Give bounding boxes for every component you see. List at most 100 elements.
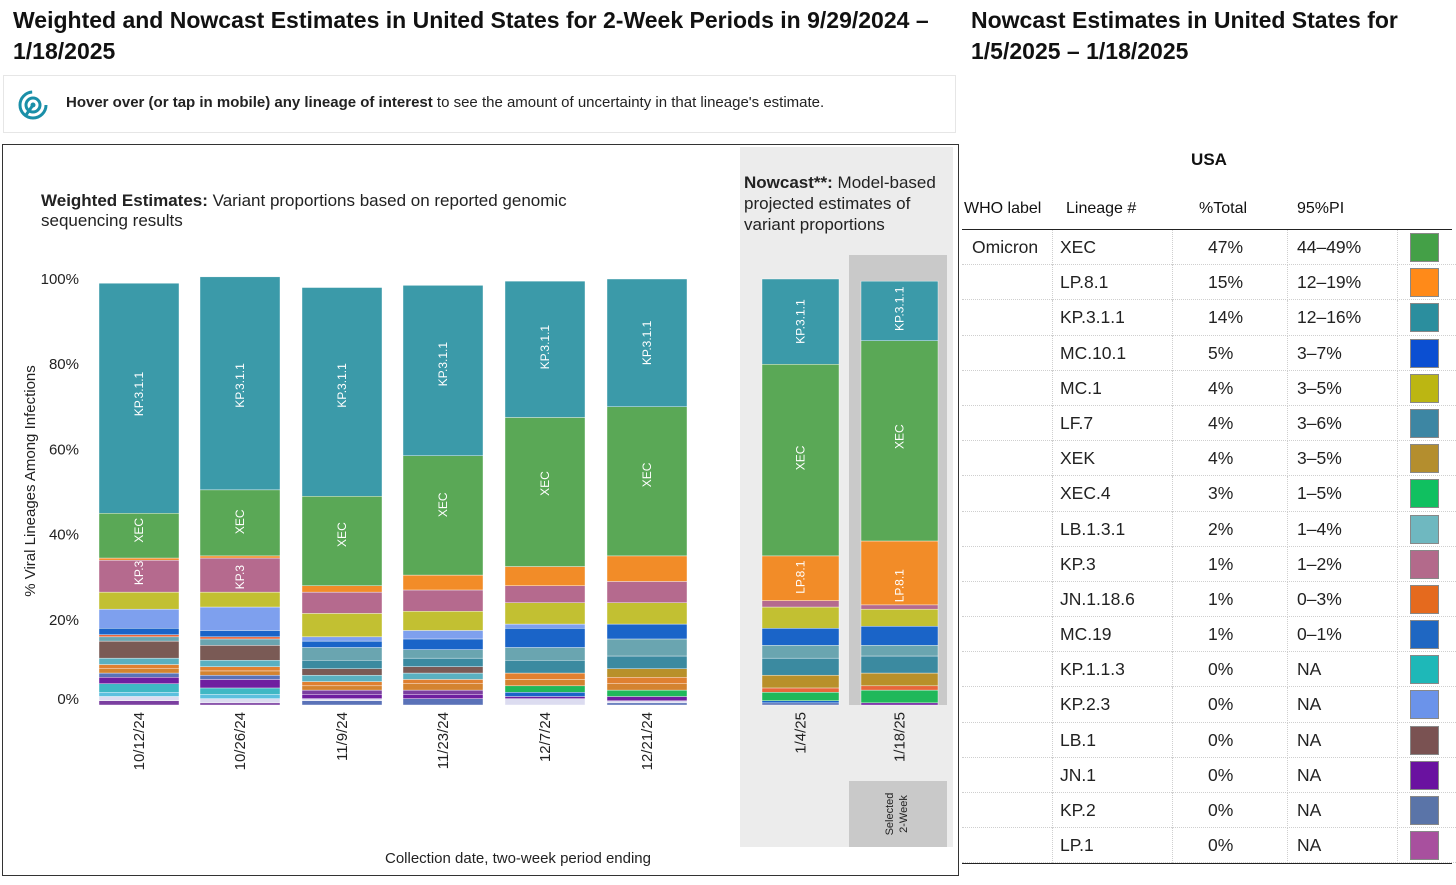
bar-segment[interactable]	[504, 280, 586, 418]
bar-segment[interactable]	[606, 683, 688, 691]
bar-segment[interactable]	[606, 623, 688, 640]
bar-segment[interactable]	[199, 489, 281, 557]
bar-1/4/25[interactable]: LP.8.1 XEC KP.3.1.1	[761, 278, 840, 706]
bar-segment[interactable]	[860, 702, 939, 706]
bar-segment[interactable]	[301, 685, 383, 691]
bar-12/21/24[interactable]: XEC KP.3.1.1	[606, 278, 688, 706]
table-row[interactable]: MC.19 1% 0–1%	[962, 617, 1456, 653]
bar-segment[interactable]	[606, 700, 688, 704]
bar-10/12/24[interactable]: KP.3 XEC KP.3.1.1	[98, 283, 180, 706]
table-row[interactable]: LB.1.3.1 2% 1–4%	[962, 511, 1456, 547]
bar-segment[interactable]	[98, 557, 180, 561]
bar-segment[interactable]	[860, 604, 939, 610]
bar-segment[interactable]	[98, 677, 180, 684]
bar-10/26/24[interactable]: KP.3 XEC KP.3.1.1	[199, 276, 281, 706]
bar-segment[interactable]	[402, 574, 484, 591]
bar-segment[interactable]	[402, 679, 484, 684]
bar-segment[interactable]	[761, 278, 840, 365]
bar-segment[interactable]	[199, 674, 281, 680]
table-row[interactable]: XEC.4 3% 1–5%	[962, 476, 1456, 512]
bar-segment[interactable]	[402, 455, 484, 576]
table-row[interactable]: LP.1 0% NA	[962, 828, 1456, 864]
bar-segment[interactable]	[199, 555, 281, 559]
bar-segment[interactable]	[606, 655, 688, 669]
bar-segment[interactable]	[606, 581, 688, 603]
bar-segment[interactable]	[402, 611, 484, 631]
bar-segment[interactable]	[301, 698, 383, 701]
bar-segment[interactable]	[860, 672, 939, 687]
bar-segment[interactable]	[199, 679, 281, 689]
bar-segment[interactable]	[761, 702, 840, 706]
bar-segment[interactable]	[504, 628, 586, 648]
bar-segment[interactable]	[606, 638, 688, 657]
bar-segment[interactable]	[761, 606, 840, 629]
bar-segment[interactable]	[98, 664, 180, 669]
bar-segment[interactable]	[98, 683, 180, 693]
bar-segment[interactable]	[504, 672, 586, 680]
bar-segment[interactable]	[761, 363, 840, 557]
table-row[interactable]: KP.3 1% 1–2%	[962, 546, 1456, 582]
bar-segment[interactable]	[860, 625, 939, 646]
bar-segment[interactable]	[98, 700, 180, 706]
table-row[interactable]: LP.8.1 15% 12–19%	[962, 265, 1456, 301]
bar-segment[interactable]	[860, 608, 939, 627]
bar-segment[interactable]	[199, 698, 281, 704]
bar-segment[interactable]	[98, 657, 180, 665]
bar-segment[interactable]	[301, 287, 383, 497]
bar-segment[interactable]	[606, 278, 688, 408]
table-row[interactable]: JN.1 0% NA	[962, 757, 1456, 793]
bar-segment[interactable]	[402, 589, 484, 612]
bar-segment[interactable]	[402, 649, 484, 659]
bar-segment[interactable]	[301, 660, 383, 669]
bar-segment[interactable]	[301, 585, 383, 593]
bar-segment[interactable]	[98, 672, 180, 678]
bar-segment[interactable]	[98, 634, 180, 638]
bar-segment[interactable]	[402, 666, 484, 674]
bar-segment[interactable]	[98, 513, 180, 559]
bar-segment[interactable]	[504, 647, 586, 661]
bar-segment[interactable]	[98, 668, 180, 674]
table-row[interactable]: KP.2 0% NA	[962, 793, 1456, 829]
bar-segment[interactable]	[504, 585, 586, 603]
bar-segment[interactable]	[761, 645, 840, 659]
table-row[interactable]: LB.1 0% NA	[962, 722, 1456, 758]
bar-segment[interactable]	[199, 557, 281, 593]
bar-segment[interactable]	[606, 677, 688, 684]
table-row[interactable]: MC.10.1 5% 3–7%	[962, 335, 1456, 371]
bar-segment[interactable]	[860, 685, 939, 691]
bar-12/7/24[interactable]: XEC KP.3.1.1	[504, 280, 586, 706]
bar-segment[interactable]	[504, 679, 586, 687]
bar-segment[interactable]	[301, 694, 383, 699]
bar-segment[interactable]	[504, 566, 586, 586]
bar-segment[interactable]	[402, 698, 484, 706]
bar-segment[interactable]	[301, 647, 383, 661]
bar-segment[interactable]	[301, 613, 383, 638]
bar-segment[interactable]	[199, 694, 281, 699]
bar-segment[interactable]	[98, 640, 180, 659]
bar-segment[interactable]	[301, 496, 383, 586]
bar-segment[interactable]	[402, 630, 484, 640]
bar-segment[interactable]	[860, 280, 939, 341]
bar-segment[interactable]	[402, 689, 484, 695]
bar-segment[interactable]	[301, 636, 383, 642]
table-row[interactable]: MC.1 4% 3–5%	[962, 370, 1456, 406]
bar-segment[interactable]	[761, 687, 840, 693]
bar-11/9/24[interactable]: XEC KP.3.1.1	[301, 287, 383, 706]
bar-segment[interactable]	[301, 700, 383, 706]
bar-segment[interactable]	[301, 591, 383, 614]
bar-segment[interactable]	[199, 687, 281, 695]
bar-segment[interactable]	[301, 674, 383, 682]
bar-segment[interactable]	[199, 591, 281, 608]
bar-segment[interactable]	[761, 674, 840, 689]
bar-segment[interactable]	[504, 660, 586, 674]
bar-segment[interactable]	[98, 628, 180, 635]
table-row[interactable]: KP.1.1.3 0% NA	[962, 652, 1456, 688]
bar-segment[interactable]	[504, 602, 586, 625]
bar-segment[interactable]	[98, 283, 180, 514]
bar-segment[interactable]	[199, 666, 281, 672]
bar-segment[interactable]	[504, 685, 586, 693]
bar-segment[interactable]	[199, 702, 281, 706]
bar-segment[interactable]	[199, 638, 281, 646]
bar-segment[interactable]	[606, 555, 688, 582]
bar-segment[interactable]	[860, 655, 939, 674]
